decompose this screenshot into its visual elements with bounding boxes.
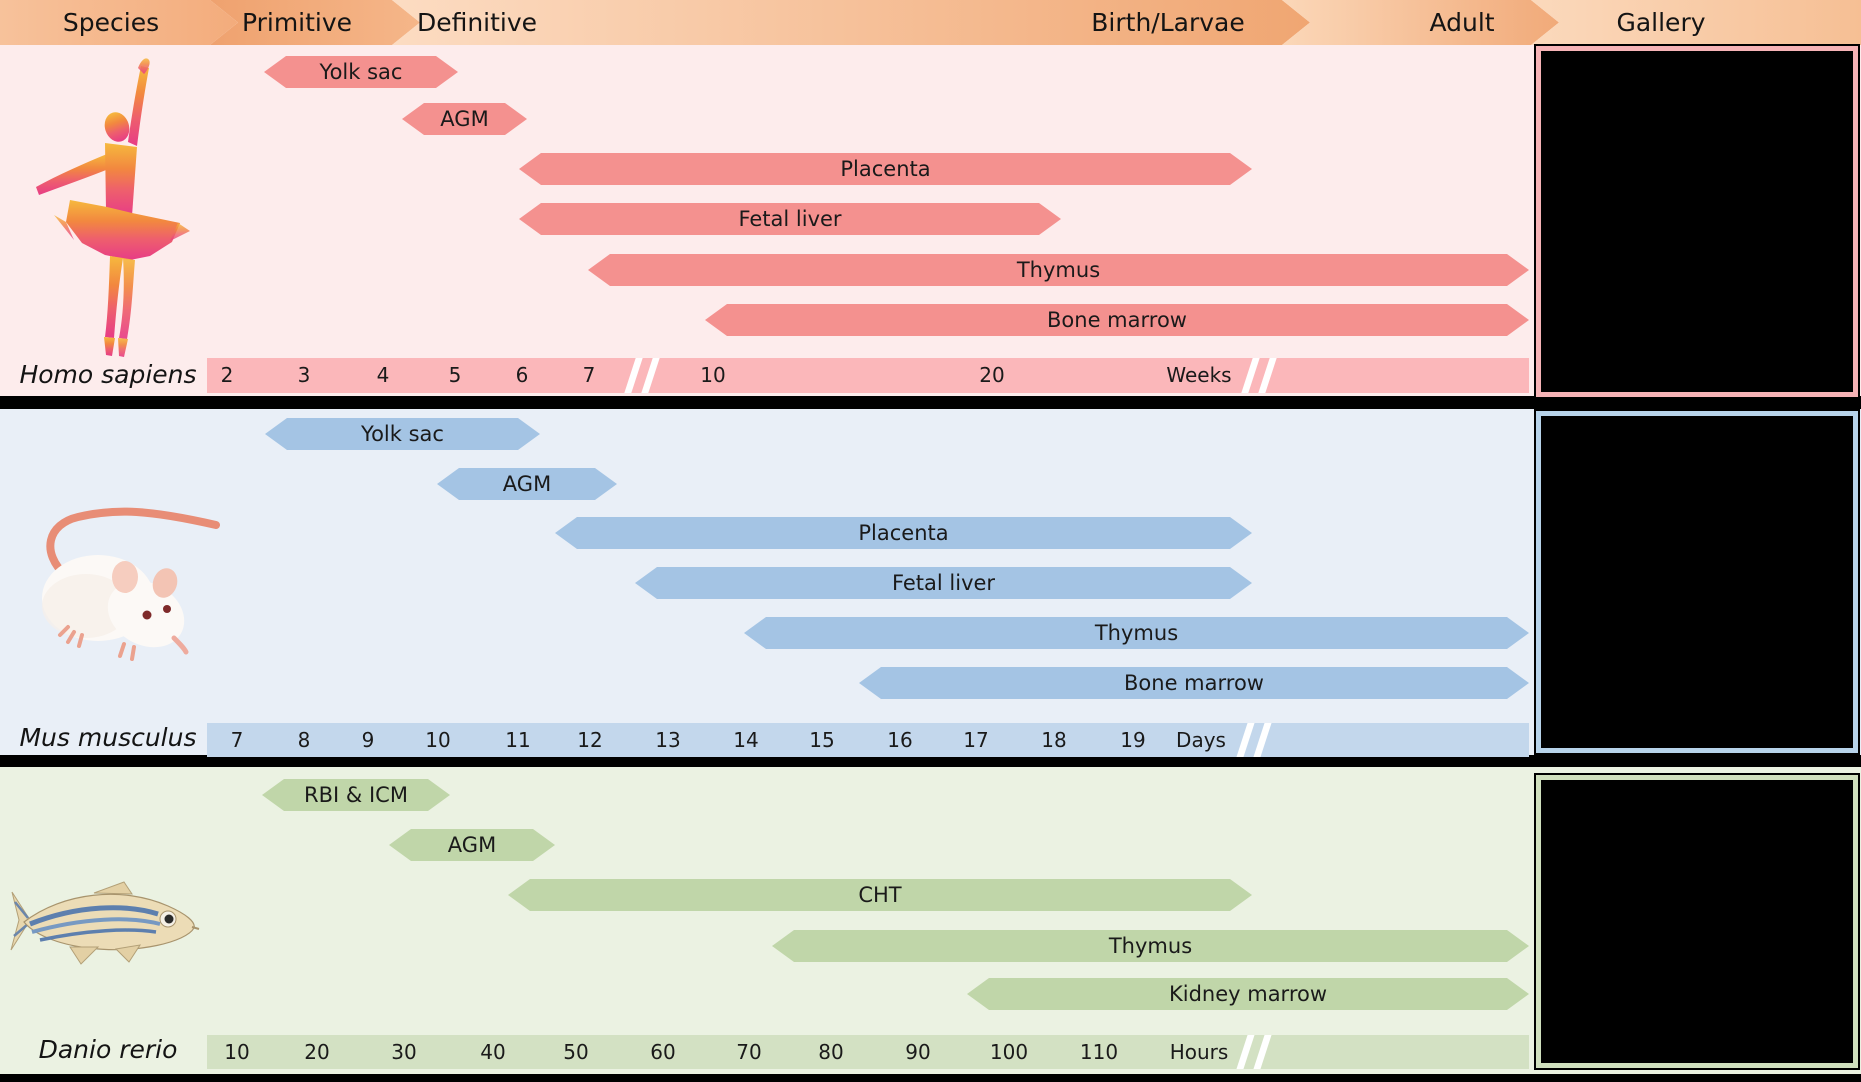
bar-homo-sapiens-thymus: Thymus	[588, 254, 1529, 286]
axis-tick-mus-musculus-16: 16	[887, 728, 913, 752]
axis-tick-danio-rerio-110: 110	[1079, 1040, 1119, 1064]
timeline-axis-mus-musculus	[207, 723, 1529, 757]
ballerina-image	[36, 58, 190, 357]
axis-tick-mus-musculus-13: 13	[655, 728, 681, 752]
axis-tick-danio-rerio-hours: Hours	[1169, 1040, 1229, 1064]
axis-tick-mus-musculus-8: 8	[297, 728, 311, 752]
bar-danio-rerio-agm: AGM	[389, 829, 555, 861]
gallery-image-homo-sapiens	[1534, 44, 1860, 399]
axis-tick-homo-sapiens-weeks: Weeks	[1166, 363, 1232, 387]
axis-tick-mus-musculus-11: 11	[505, 728, 531, 752]
axis-tick-danio-rerio-60: 60	[650, 1040, 676, 1064]
axis-tick-danio-rerio-50: 50	[563, 1040, 589, 1064]
white-mouse-image	[42, 507, 220, 661]
axis-tick-danio-rerio-20: 20	[304, 1040, 330, 1064]
bar-homo-sapiens-placenta: Placenta	[519, 153, 1252, 185]
header-segment-adult	[1282, 0, 1559, 45]
axis-tick-mus-musculus-9: 9	[361, 728, 375, 752]
header-segment-definitive-birth	[392, 0, 1310, 45]
axis-tick-homo-sapiens-4: 4	[376, 363, 390, 387]
bar-mus-musculus-fetal-liver: Fetal liver	[635, 567, 1252, 599]
bar-homo-sapiens-fetal-liver: Fetal liver	[519, 203, 1061, 235]
row-divider	[0, 396, 1861, 409]
axis-tick-mus-musculus-15: 15	[809, 728, 835, 752]
species-name-danio-rerio: Danio rerio	[38, 1035, 178, 1064]
bar-danio-rerio-thymus: Thymus	[772, 930, 1529, 962]
bar-mus-musculus-bone-marrow: Bone marrow	[859, 667, 1529, 699]
header-label-gallery: Gallery	[1616, 8, 1706, 37]
axis-tick-homo-sapiens-5: 5	[448, 363, 462, 387]
header-segment-species	[0, 0, 238, 45]
axis-tick-mus-musculus-17: 17	[963, 728, 989, 752]
axis-tick-mus-musculus-10: 10	[425, 728, 451, 752]
axis-tick-homo-sapiens-3: 3	[297, 363, 311, 387]
axis-tick-mus-musculus-7: 7	[230, 728, 244, 752]
header-label-species: Species	[62, 8, 160, 37]
row-divider	[0, 755, 1861, 767]
axis-tick-danio-rerio-10: 10	[224, 1040, 250, 1064]
bar-mus-musculus-thymus: Thymus	[744, 617, 1529, 649]
bar-homo-sapiens-agm: AGM	[402, 103, 527, 135]
species-name-mus-musculus: Mus musculus	[19, 723, 197, 752]
bar-mus-musculus-yolk-sac: Yolk sac	[265, 418, 540, 450]
axis-tick-mus-musculus-14: 14	[733, 728, 759, 752]
mouse-tail	[46, 507, 220, 580]
bottom-edge-bar	[0, 1074, 1861, 1082]
axis-tick-mus-musculus-18: 18	[1041, 728, 1067, 752]
header-label-primitive: Primitive	[241, 8, 353, 37]
axis-tick-danio-rerio-90: 90	[905, 1040, 931, 1064]
axis-tick-danio-rerio-70: 70	[736, 1040, 762, 1064]
axis-tick-danio-rerio-100: 100	[989, 1040, 1029, 1064]
bar-danio-rerio-kidney-marrow: Kidney marrow	[967, 978, 1529, 1010]
axis-tick-mus-musculus-days: Days	[1176, 728, 1226, 752]
axis-tick-mus-musculus-19: 19	[1120, 728, 1146, 752]
species-name-homo-sapiens: Homo sapiens	[19, 360, 197, 389]
header-label-definitive: Definitive	[416, 8, 538, 37]
axis-tick-homo-sapiens-7: 7	[582, 363, 596, 387]
bar-homo-sapiens-bone-marrow: Bone marrow	[705, 304, 1529, 336]
axis-tick-mus-musculus-12: 12	[577, 728, 603, 752]
axis-tick-danio-rerio-30: 30	[391, 1040, 417, 1064]
axis-tick-homo-sapiens-6: 6	[515, 363, 529, 387]
gallery-image-mus-musculus	[1534, 409, 1860, 755]
header-segment-primitive	[210, 0, 420, 45]
timeline-axis-danio-rerio	[207, 1035, 1529, 1069]
header-label-birth-larvae: Birth/Larvae	[1091, 8, 1245, 37]
gallery-image-danio-rerio	[1534, 773, 1860, 1070]
bar-danio-rerio-cht: CHT	[508, 879, 1252, 911]
bar-mus-musculus-agm: AGM	[437, 468, 617, 500]
axis-tick-danio-rerio-40: 40	[480, 1040, 506, 1064]
timeline-axis-homo-sapiens	[207, 358, 1529, 393]
bar-danio-rerio-rbi-icm: RBI & ICM	[262, 779, 450, 811]
bar-homo-sapiens-yolk-sac: Yolk sac	[264, 56, 458, 88]
header-label-adult: Adult	[1429, 8, 1495, 37]
axis-tick-homo-sapiens-2: 2	[220, 363, 234, 387]
zebrafish-image	[10, 881, 200, 965]
axis-tick-homo-sapiens-10: 10	[700, 363, 726, 387]
axis-tick-danio-rerio-80: 80	[818, 1040, 844, 1064]
axis-tick-homo-sapiens-20: 20	[979, 363, 1005, 387]
header-segment-gallery	[1531, 0, 1861, 45]
bar-mus-musculus-placenta: Placenta	[555, 517, 1252, 549]
